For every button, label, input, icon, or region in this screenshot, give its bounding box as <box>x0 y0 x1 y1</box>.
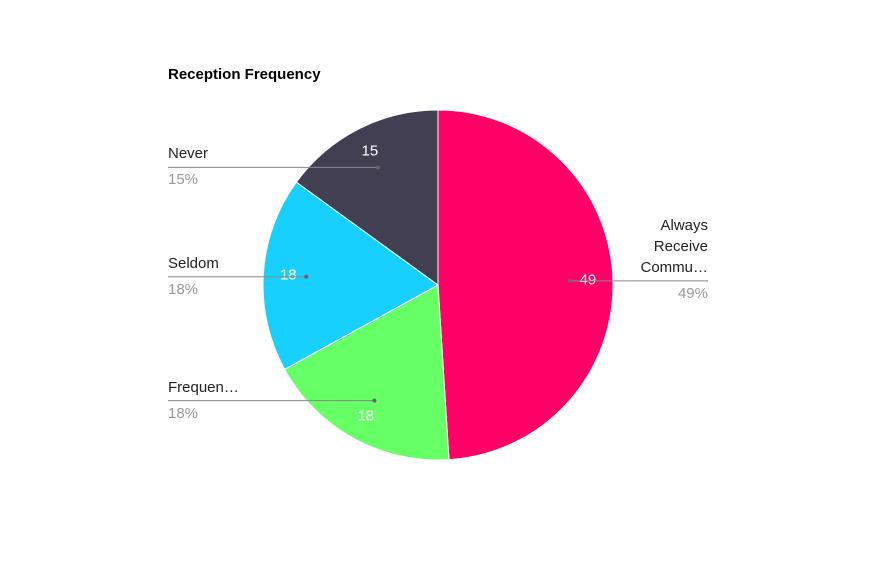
percent-label: 15% <box>168 171 199 189</box>
slice-value-label: 15 <box>362 142 379 159</box>
pie-slice <box>283 284 450 461</box>
legend-label: Seldom <box>168 254 219 272</box>
leader-dot <box>304 274 309 279</box>
percent-label: 18% <box>168 404 199 422</box>
pie-slice <box>437 109 614 461</box>
leader-dot <box>567 278 572 283</box>
leader-dot <box>376 165 381 170</box>
percent-label: 18% <box>168 280 199 298</box>
slice-value-label: 18 <box>357 407 374 424</box>
legend-label: Never <box>168 145 209 163</box>
slice-value-label: 18 <box>280 267 297 284</box>
slice-value-label: 49 <box>580 271 597 288</box>
chart-title: Reception Frequency <box>168 66 321 83</box>
pie-slice <box>262 181 439 370</box>
legend-label: Always Receive Commu… <box>640 216 708 276</box>
pie-slice <box>295 109 439 286</box>
percent-label: 49% <box>677 284 708 302</box>
legend-label: Frequen… <box>168 378 239 396</box>
leader-dot <box>372 398 377 403</box>
